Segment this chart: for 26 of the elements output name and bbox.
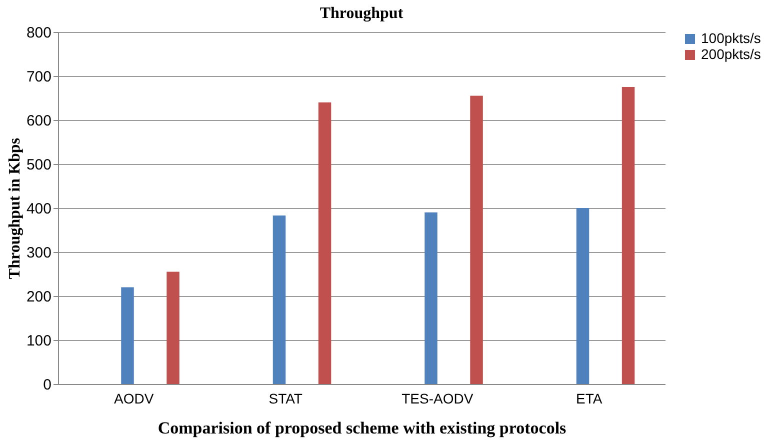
bar xyxy=(318,102,332,384)
y-tick-label: 100 xyxy=(26,332,52,350)
legend-label: 200pkts/s xyxy=(701,46,761,62)
bar xyxy=(121,287,134,384)
y-tick-label: 800 xyxy=(26,24,52,42)
chart-title: Throughput xyxy=(320,5,404,22)
y-tick-label: 300 xyxy=(26,244,52,262)
y-tick-label: 500 xyxy=(26,156,52,174)
y-tick-label: 200 xyxy=(26,288,52,306)
bar xyxy=(166,272,180,384)
bar xyxy=(576,208,590,384)
x-tick-label: STAT xyxy=(268,390,303,406)
y-tick-label: 0 xyxy=(43,376,52,394)
bar xyxy=(470,96,483,384)
x-tick-label: AODV xyxy=(114,390,154,406)
bar xyxy=(622,87,635,384)
x-tick-label: ETA xyxy=(576,390,603,406)
y-tick-label: 700 xyxy=(26,68,52,86)
x-axis-title: Comparision of proposed scheme with existing protocols xyxy=(158,418,567,438)
legend-label: 100pkts/s xyxy=(701,30,761,46)
x-tick-label: TES-AODV xyxy=(402,390,474,406)
y-tick-label: 400 xyxy=(26,200,52,218)
bar xyxy=(272,215,286,384)
y-tick-label: 600 xyxy=(26,112,52,130)
bar xyxy=(424,212,438,384)
y-axis-title: Throughput in Kbps xyxy=(6,138,24,280)
